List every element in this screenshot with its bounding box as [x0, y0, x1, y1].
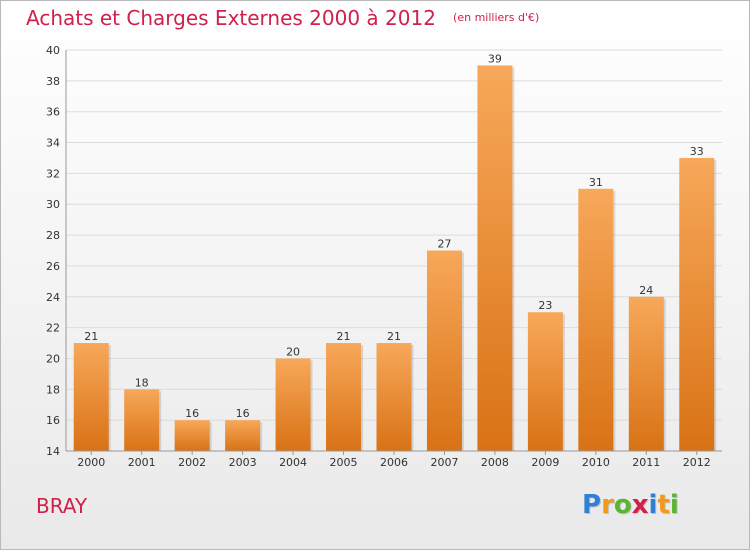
- commune-name: BRAY: [36, 494, 88, 518]
- bar: [426, 250, 462, 451]
- logo-letter: x: [631, 490, 649, 520]
- y-tick-label: 32: [46, 167, 60, 180]
- x-tick-label: 2005: [330, 456, 358, 469]
- y-tick-label: 26: [46, 260, 60, 273]
- bar: [679, 157, 715, 451]
- bar: [73, 343, 109, 451]
- x-tick-label: 2004: [279, 456, 307, 469]
- y-tick-label: 38: [46, 75, 60, 88]
- data-label: 18: [135, 376, 149, 389]
- data-label: 20: [286, 345, 300, 358]
- y-tick-label: 34: [46, 137, 60, 150]
- data-label: 16: [236, 407, 250, 420]
- x-tick-label: 2000: [77, 456, 105, 469]
- bar: [275, 358, 311, 451]
- y-tick-label: 24: [46, 291, 60, 304]
- logo-letter: i: [648, 490, 658, 520]
- y-tick-label: 20: [46, 352, 60, 365]
- x-tick-label: 2001: [128, 456, 156, 469]
- x-tick-label: 2007: [430, 456, 458, 469]
- logo-letter: r: [601, 490, 614, 520]
- data-label: 33: [690, 145, 704, 158]
- x-tick-label: 2006: [380, 456, 408, 469]
- bar: [174, 420, 210, 451]
- logo-letter: t: [657, 490, 670, 520]
- x-tick-label: 2012: [683, 456, 711, 469]
- x-axis: 2000 2001 2002 2003 2004 2005 2006 2007 2008 2009…: [66, 450, 722, 469]
- x-tick-label: 2011: [632, 456, 660, 469]
- y-tick-label: 22: [46, 322, 60, 335]
- y-axis: 14 16 18 20 22 24 26 28 30 32 34 36 38 40: [46, 44, 67, 458]
- bar: [527, 312, 563, 451]
- y-tick-label: 16: [46, 414, 60, 427]
- proxiti-logo[interactable]: Proxiti: [582, 490, 679, 520]
- x-tick-label: 2002: [178, 456, 206, 469]
- data-label: 16: [185, 407, 199, 420]
- chart-subtitle: (en milliers d'€): [453, 11, 540, 24]
- bar: [477, 65, 513, 451]
- chart-header: Achats et Charges Externes 2000 à 2012 (…: [26, 6, 539, 30]
- y-tick-label: 40: [46, 44, 60, 57]
- data-label: 21: [337, 330, 351, 343]
- y-tick-label: 30: [46, 198, 60, 211]
- x-tick-label: 2008: [481, 456, 509, 469]
- logo-letter: P: [582, 490, 602, 520]
- x-tick-label: 2009: [531, 456, 559, 469]
- x-tick-label: 2003: [229, 456, 257, 469]
- bar: [376, 343, 412, 451]
- data-label: 24: [639, 284, 653, 297]
- logo-letter: o: [613, 490, 632, 520]
- data-label: 21: [387, 330, 401, 343]
- bar: [578, 188, 614, 452]
- y-tick-label: 14: [46, 445, 60, 458]
- data-label: 21: [84, 330, 98, 343]
- bar: [628, 296, 664, 451]
- data-label: 23: [538, 299, 552, 312]
- y-tick-label: 18: [46, 383, 60, 396]
- y-tick-label: 36: [46, 106, 60, 119]
- bar: [124, 389, 160, 451]
- bar: [326, 343, 362, 451]
- bar: [225, 420, 261, 451]
- y-tick-label: 28: [46, 229, 60, 242]
- data-label: 31: [589, 176, 603, 189]
- data-label: 39: [488, 52, 502, 65]
- chart-title: Achats et Charges Externes 2000 à 2012: [26, 6, 436, 30]
- bars: 21 18 16 16 20 21 21 27 39 23 31 24 33: [73, 52, 717, 452]
- data-label: 27: [437, 238, 451, 251]
- logo-letter: i: [669, 490, 679, 520]
- x-tick-label: 2010: [582, 456, 610, 469]
